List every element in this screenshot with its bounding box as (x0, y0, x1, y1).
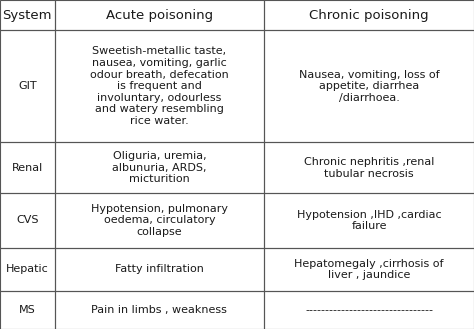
Bar (264, 30, 474, 142)
Bar (55, 193, 264, 248)
Text: MS: MS (19, 305, 36, 315)
Bar (0, 0, 55, 30)
Bar (55, 248, 264, 291)
Bar (0, 248, 55, 291)
Bar (0, 142, 55, 193)
Text: Oliguria, uremia,
albunuria, ARDS,
micturition: Oliguria, uremia, albunuria, ARDS, mictu… (112, 151, 207, 185)
Text: System: System (2, 9, 52, 22)
Text: Fatty infiltration: Fatty infiltration (115, 265, 204, 274)
Bar (0, 193, 55, 248)
Text: Hypotension ,IHD ,cardiac
failure: Hypotension ,IHD ,cardiac failure (297, 210, 441, 231)
Bar (264, 248, 474, 291)
Bar (55, 0, 264, 30)
Text: Sweetish-metallic taste,
nausea, vomiting, garlic
odour breath, defecation
is fr: Sweetish-metallic taste, nausea, vomitin… (90, 46, 229, 126)
Bar (264, 291, 474, 329)
Bar (55, 30, 264, 142)
Bar (0, 30, 55, 142)
Text: Hypotension, pulmonary
oedema, circulatory
collapse: Hypotension, pulmonary oedema, circulato… (91, 204, 228, 237)
Text: CVS: CVS (16, 215, 38, 225)
Text: Hepatic: Hepatic (6, 265, 49, 274)
Text: Chronic poisoning: Chronic poisoning (310, 9, 429, 22)
Text: GIT: GIT (18, 81, 36, 91)
Text: --------------------------------: -------------------------------- (305, 305, 433, 315)
Bar (0, 291, 55, 329)
Text: Pain in limbs , weakness: Pain in limbs , weakness (91, 305, 228, 315)
Text: Renal: Renal (12, 163, 43, 173)
Bar (264, 193, 474, 248)
Text: Hepatomegaly ,cirrhosis of
liver , jaundice: Hepatomegaly ,cirrhosis of liver , jaund… (294, 259, 444, 280)
Bar (55, 291, 264, 329)
Text: Nausea, vomiting, loss of
appetite, diarrhea
/diarrhoea.: Nausea, vomiting, loss of appetite, diar… (299, 70, 439, 103)
Text: Acute poisoning: Acute poisoning (106, 9, 213, 22)
Text: Chronic nephritis ,renal
tubular necrosis: Chronic nephritis ,renal tubular necrosi… (304, 157, 434, 179)
Bar (55, 142, 264, 193)
Bar (264, 142, 474, 193)
Bar (264, 0, 474, 30)
